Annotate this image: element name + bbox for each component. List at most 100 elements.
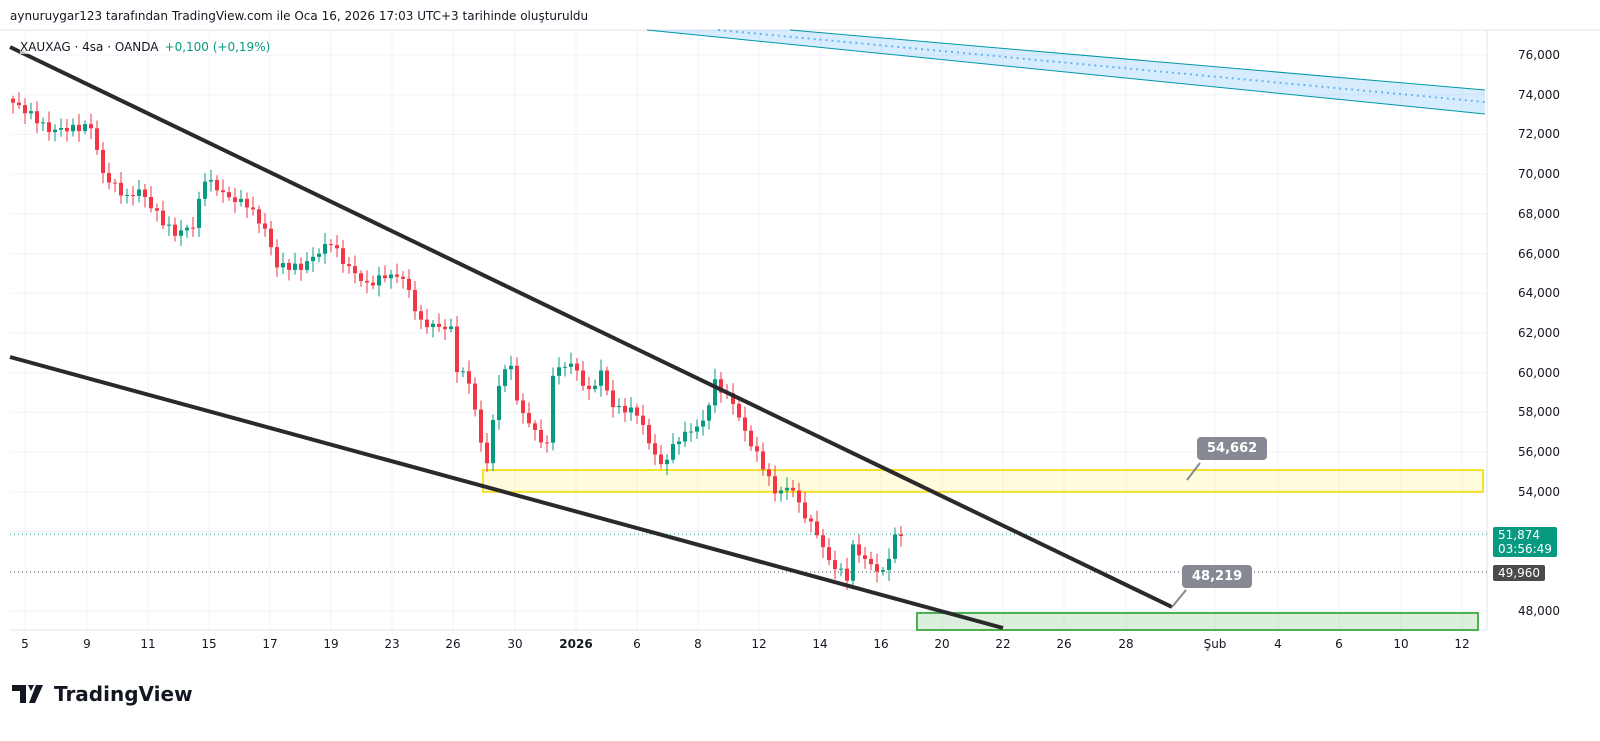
- price-callout-lower[interactable]: 48,219: [1182, 565, 1253, 588]
- candle-body: [857, 544, 861, 556]
- candle-body: [299, 263, 303, 270]
- candle-body: [485, 442, 489, 464]
- candle-body: [767, 469, 771, 477]
- candle-body: [263, 223, 267, 229]
- candle-body: [215, 179, 219, 191]
- tradingview-logo[interactable]: TradingView: [12, 682, 193, 706]
- lower-trendline: [9, 355, 1004, 630]
- candle-body: [719, 379, 723, 393]
- candle-body: [251, 207, 255, 210]
- candle-body: [275, 247, 279, 268]
- candle-body: [407, 278, 411, 290]
- candle-body: [827, 547, 831, 561]
- time-axis-label: 5: [21, 637, 29, 651]
- candle-body: [707, 405, 711, 421]
- candle-body: [755, 446, 759, 452]
- candle-body: [545, 442, 549, 444]
- candle-body: [437, 323, 441, 327]
- candle-body: [671, 444, 675, 460]
- candle-body: [347, 264, 351, 267]
- candle-body: [593, 385, 597, 390]
- candle-body: [227, 192, 231, 198]
- candle-body: [587, 385, 591, 390]
- candle-body: [413, 289, 417, 312]
- candle-body: [53, 129, 57, 133]
- candle-body: [281, 263, 285, 268]
- candle-body: [65, 127, 69, 132]
- candle-body: [653, 443, 657, 455]
- candle-body: [749, 430, 753, 447]
- time-axis-label: 12: [751, 637, 767, 651]
- candle-body: [419, 311, 423, 320]
- candle-body: [317, 253, 321, 257]
- time-axis-label: 4: [1274, 637, 1282, 651]
- candle-body: [455, 326, 459, 373]
- candle-body: [209, 179, 213, 182]
- candle-body: [635, 407, 639, 416]
- candle-body: [371, 282, 375, 286]
- candle-body: [137, 189, 141, 196]
- price-callout-upper[interactable]: 54,662: [1197, 437, 1268, 460]
- candle-body: [509, 365, 513, 370]
- candle-body: [245, 198, 249, 208]
- candle-body: [617, 405, 621, 408]
- candle-body: [101, 149, 105, 173]
- candle-body: [239, 198, 243, 203]
- time-axis-label: 2026: [559, 637, 593, 651]
- candle-body: [425, 319, 429, 328]
- price-axis-label: 56,000: [1518, 445, 1560, 460]
- candle-body: [461, 371, 465, 373]
- candle-body: [701, 420, 705, 427]
- candle-body: [95, 128, 99, 150]
- support-zone: [916, 611, 1479, 631]
- candle-body: [599, 370, 603, 386]
- time-axis-label: 9: [83, 637, 91, 651]
- candle-body: [383, 275, 387, 279]
- candle-body: [377, 275, 381, 286]
- candle-body: [611, 390, 615, 408]
- candle-body: [185, 227, 189, 231]
- candle-body: [677, 441, 681, 445]
- candle-body: [431, 323, 435, 328]
- candle-body: [257, 209, 261, 224]
- candle-body: [689, 431, 693, 433]
- time-axis-label: 19: [323, 637, 339, 651]
- price-axis-label: 74,000: [1518, 87, 1560, 102]
- candle-body: [473, 383, 477, 410]
- candle-body: [305, 261, 309, 270]
- candle-body: [575, 363, 579, 371]
- candle-body: [47, 122, 51, 133]
- candle-body: [845, 568, 849, 581]
- candle-body: [311, 256, 315, 262]
- candle-body: [491, 419, 495, 464]
- last-price: 51,874: [1498, 528, 1540, 542]
- callout-pointer-lower: [1171, 589, 1187, 608]
- candle-body: [389, 274, 393, 279]
- price-axis-label: 58,000: [1518, 405, 1560, 420]
- price-axis-label: 70,000: [1518, 167, 1560, 182]
- candle-body: [713, 379, 717, 406]
- candle-body: [887, 558, 891, 571]
- candle-body: [557, 367, 561, 376]
- candle-body: [155, 208, 159, 211]
- candle-body: [269, 228, 273, 248]
- candle-body: [167, 224, 171, 226]
- time-axis-label: 30: [507, 637, 523, 651]
- candle-body: [395, 274, 399, 277]
- candle-body: [779, 490, 783, 494]
- price-axis-label: 54,000: [1518, 484, 1560, 499]
- symbol-legend[interactable]: XAUXAG · 4sa · OANDA +0,100 (+0,19%): [20, 40, 271, 54]
- candle-body: [797, 490, 801, 503]
- candle-body: [665, 459, 669, 465]
- candle-body: [851, 544, 855, 581]
- candle-body: [119, 182, 123, 196]
- candle-body: [647, 424, 651, 444]
- candle-body: [203, 181, 207, 199]
- candle-body: [803, 502, 807, 519]
- candle-body: [365, 280, 369, 283]
- candle-body: [731, 393, 735, 404]
- candle-body: [17, 102, 21, 106]
- time-axis-label: 15: [201, 637, 217, 651]
- candle-body: [683, 431, 687, 442]
